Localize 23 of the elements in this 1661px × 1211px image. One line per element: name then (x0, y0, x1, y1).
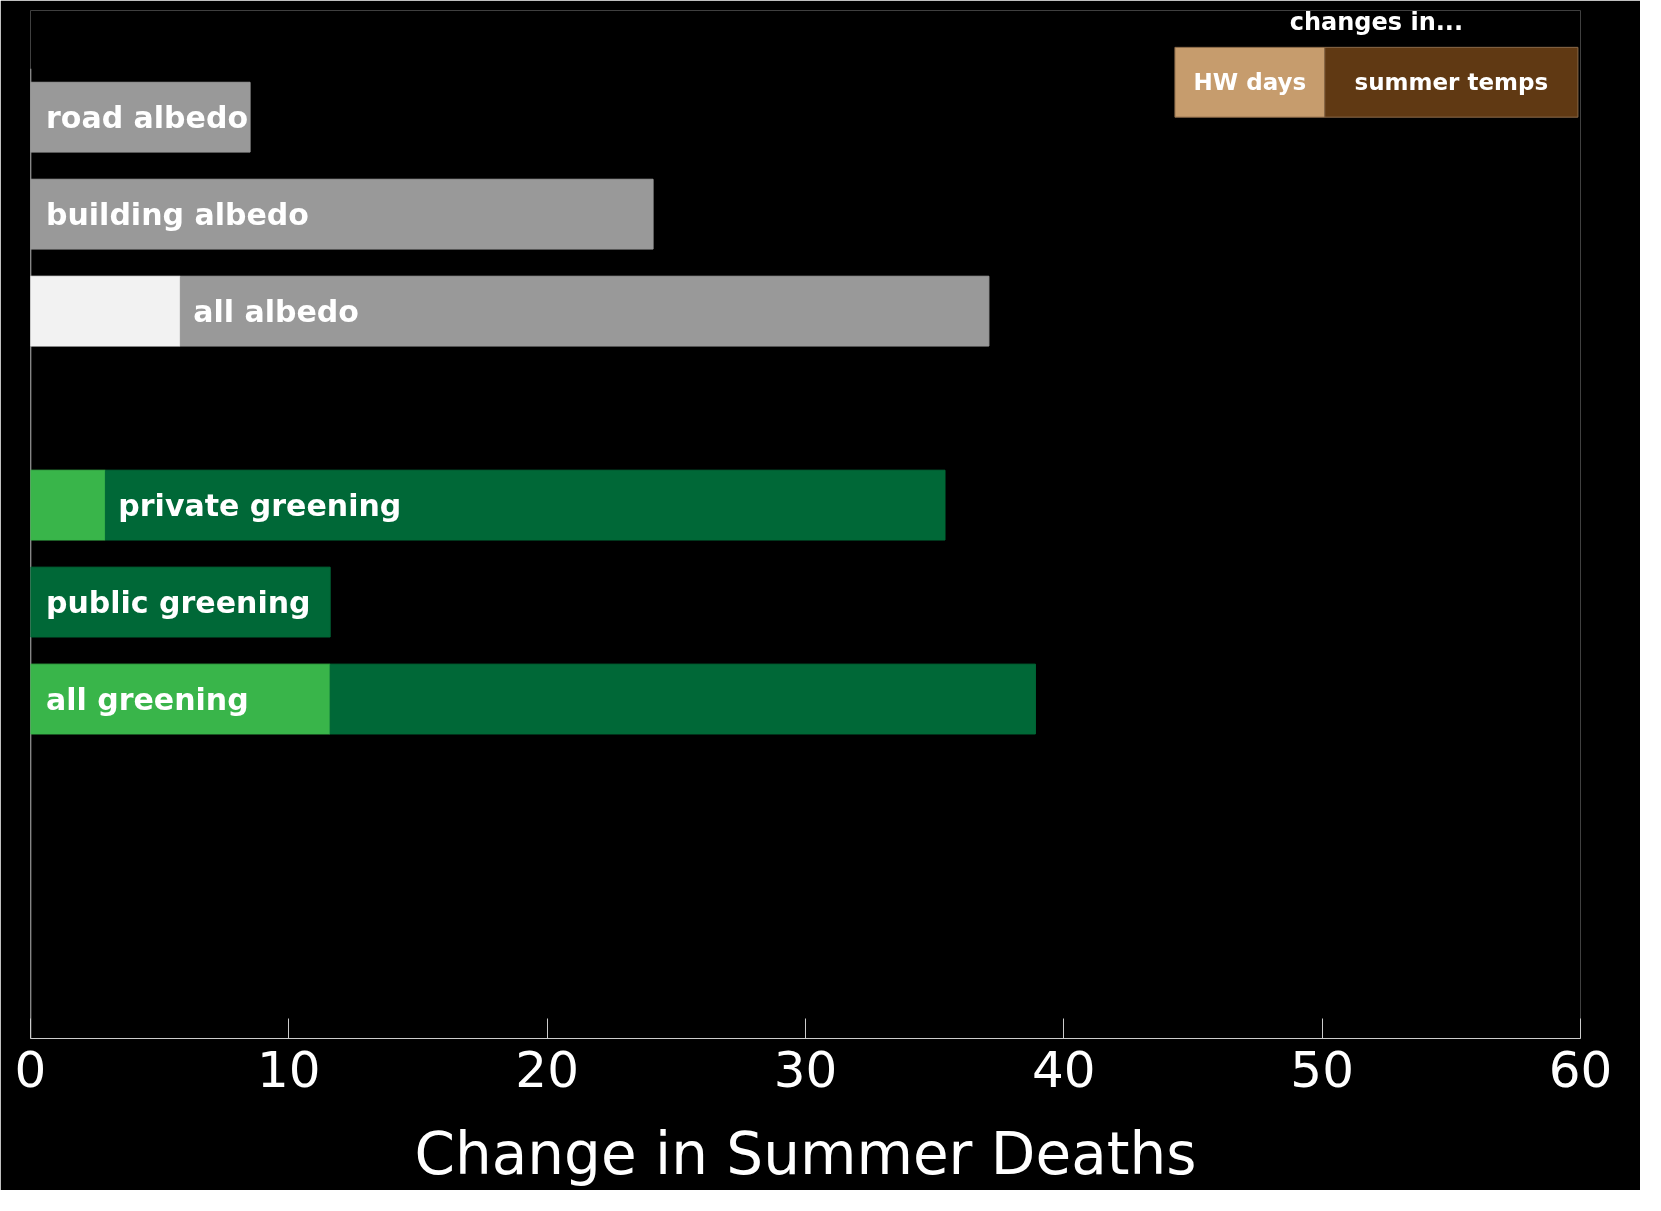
bar (30, 275, 181, 347)
text: HW days (1193, 69, 1307, 96)
y-tick-label: private greening (118, 487, 402, 523)
text: summer temps (1354, 69, 1549, 96)
y-tick-label: building albedo (46, 196, 309, 232)
y-tick-label: road albedo (46, 99, 249, 135)
bar (30, 469, 106, 541)
x-tick-label: 20 (515, 1040, 579, 1099)
x-tick-label: 40 (1032, 1040, 1096, 1099)
bar (179, 275, 990, 347)
bar (104, 469, 946, 541)
y-tick-label: all greening (46, 681, 249, 717)
y-tick-label: all albedo (193, 293, 359, 329)
x-tick-label: 30 (773, 1040, 838, 1099)
x-tick-label: 0 (14, 1040, 47, 1099)
legend-title: changes in... (1289, 8, 1464, 37)
x-tick-label: 10 (257, 1040, 321, 1099)
x-axis-title: Change in Summer Deaths (414, 1119, 1197, 1188)
x-tick-label: 50 (1290, 1040, 1354, 1099)
x-tick-label: 60 (1548, 1040, 1613, 1099)
y-tick-label: public greening (46, 584, 311, 620)
bar (30, 178, 654, 250)
bar (329, 663, 1036, 735)
